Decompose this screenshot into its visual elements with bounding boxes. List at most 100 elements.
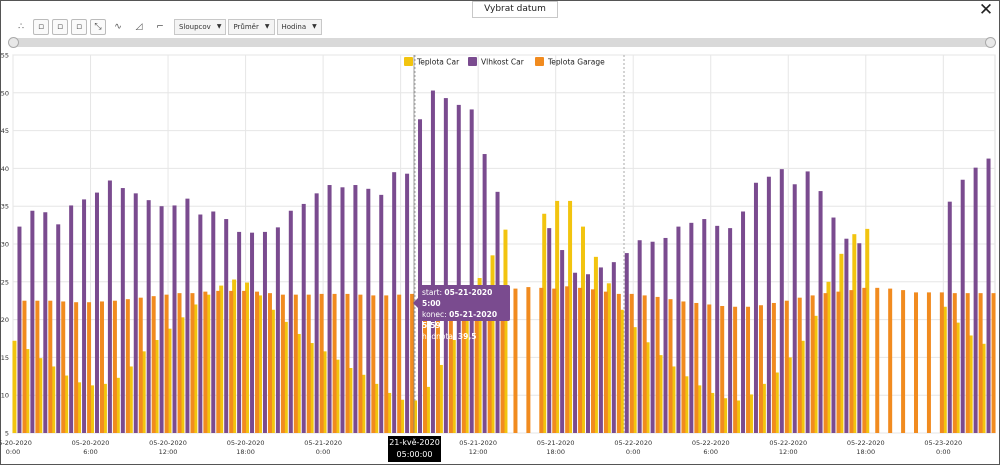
bar — [500, 288, 505, 433]
bar — [172, 205, 177, 433]
date-picker-tab[interactable]: Vybrat datum — [472, 1, 558, 18]
bar — [461, 293, 466, 433]
interval-select[interactable]: Hodina ▼ — [276, 19, 322, 35]
bar — [590, 289, 595, 433]
bar — [792, 184, 797, 433]
bar — [167, 328, 172, 433]
bar — [991, 293, 996, 433]
bar — [250, 232, 255, 433]
bar — [642, 295, 647, 433]
chevron-down-icon: ▼ — [216, 23, 222, 30]
bar — [771, 302, 776, 433]
bar — [112, 300, 117, 433]
bar — [190, 293, 195, 433]
x-tick-label: 05-20-2020 — [227, 439, 265, 447]
bar — [255, 291, 260, 433]
bar — [107, 180, 112, 433]
bar — [741, 211, 746, 433]
bar — [30, 210, 35, 433]
bar — [681, 301, 686, 433]
range-handle-left[interactable] — [8, 37, 19, 48]
bar — [748, 394, 753, 433]
bar — [813, 315, 818, 433]
legend-label: Teplota Garage — [547, 58, 605, 67]
bar — [707, 304, 712, 433]
bar — [322, 351, 327, 433]
bar — [477, 278, 482, 433]
bar — [702, 219, 707, 433]
bar — [61, 301, 66, 433]
chart-type-select[interactable]: Sloupcov ▼ — [174, 19, 227, 35]
bar — [849, 290, 854, 433]
bar — [862, 287, 867, 433]
bar — [836, 291, 841, 433]
area-chart-icon[interactable]: ◿ — [135, 22, 143, 32]
bar — [283, 321, 288, 433]
export-csv-icon[interactable]: ▫ — [52, 19, 68, 35]
aggregation-value: Průměr — [233, 23, 259, 31]
bar — [865, 228, 870, 433]
bar — [578, 287, 583, 433]
bar — [942, 306, 947, 433]
y-tick-label: 20 — [1, 316, 9, 324]
bar — [443, 98, 448, 434]
x-tick-label: 0:00 — [936, 448, 951, 456]
bar — [818, 191, 823, 433]
x-tick-label: 18:00 — [546, 448, 565, 456]
bar — [89, 385, 94, 433]
scatter-icon[interactable]: ∴ — [18, 22, 24, 32]
bar — [275, 227, 280, 433]
export-png-icon[interactable]: ▫ — [33, 19, 49, 35]
range-handle-right[interactable] — [985, 37, 996, 48]
bar — [490, 255, 495, 433]
bar — [805, 171, 810, 433]
zoom-icon[interactable]: ⤡ — [90, 19, 106, 35]
y-tick-label: 55 — [1, 52, 9, 60]
bar — [379, 194, 384, 433]
bar — [120, 188, 125, 433]
aggregation-select[interactable]: Průměr ▼ — [228, 19, 275, 35]
bar — [198, 214, 203, 433]
bar — [206, 294, 211, 433]
bar — [629, 293, 634, 433]
bar — [585, 274, 590, 433]
range-scrollbar[interactable] — [8, 37, 996, 48]
bar — [663, 237, 668, 433]
bar — [425, 386, 430, 433]
tooltip-value: 39,5 — [457, 332, 477, 341]
bar — [413, 400, 418, 433]
bar — [810, 295, 815, 433]
line-chart-icon[interactable]: ∿ — [114, 22, 122, 32]
title-bar: Vybrat datum ✕ — [0, 0, 1000, 20]
bar — [133, 193, 138, 433]
x-tick-label: 0:00 — [6, 448, 21, 456]
bar — [387, 392, 392, 433]
step-chart-icon[interactable]: ⌐ — [156, 22, 164, 32]
bar — [371, 295, 376, 433]
bar — [766, 176, 771, 433]
bar — [384, 295, 389, 433]
bar — [839, 253, 844, 433]
bar — [309, 343, 314, 433]
x-tick-label: 18:00 — [236, 448, 255, 456]
chart-toolbar: ∴ ▫ ▫ ▫ ⤡ ∿ ◿ ⌐ Sloupcov ▼ Průměr ▼ Hodi… — [12, 19, 322, 35]
x-tick-label: 0:00 — [626, 448, 641, 456]
export-pdf-icon[interactable]: ▫ — [71, 19, 87, 35]
crosshair-date: 21-kvě-2020 — [389, 438, 440, 447]
bar — [671, 366, 676, 433]
bar — [141, 351, 146, 433]
y-tick-label: 35 — [1, 203, 9, 211]
tooltip-arrow — [413, 298, 418, 308]
bar — [573, 272, 578, 433]
bar — [229, 290, 234, 433]
bar — [17, 226, 22, 433]
bar — [779, 169, 784, 433]
bar — [637, 240, 642, 433]
bar — [185, 198, 190, 433]
close-icon[interactable]: ✕ — [978, 0, 994, 20]
bar — [715, 225, 720, 433]
x-tick-label: 05-22-2020 — [614, 439, 652, 447]
legend-label: Vlhkost Car — [481, 58, 525, 67]
bar — [800, 340, 805, 433]
bar — [115, 377, 120, 433]
